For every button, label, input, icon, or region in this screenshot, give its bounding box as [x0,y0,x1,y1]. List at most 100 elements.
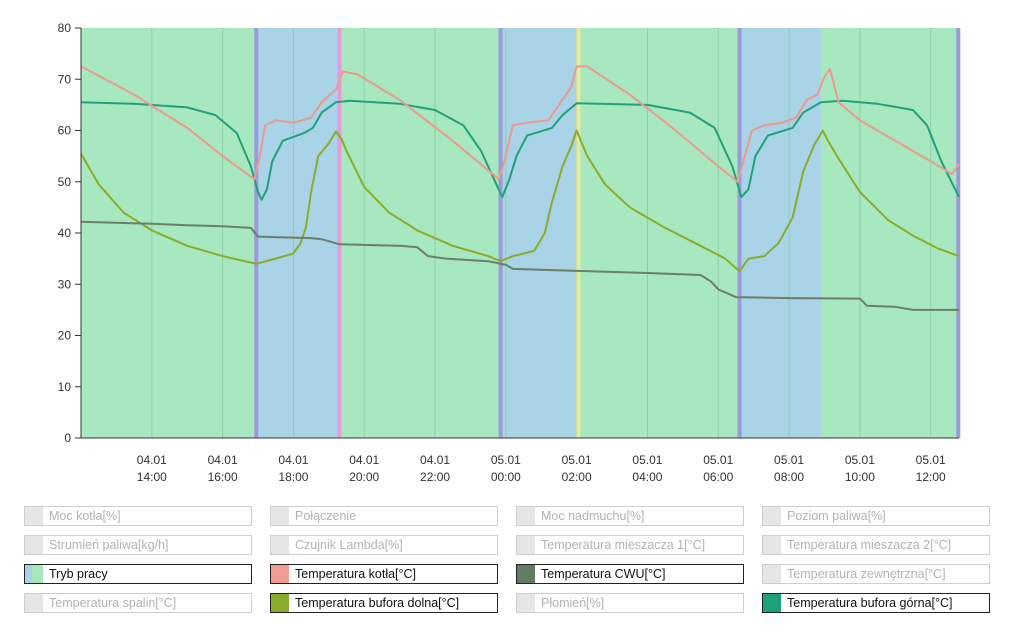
series-line [80,220,959,311]
legend-item[interactable]: Temperatura zewnętrzna[°C] [762,564,990,584]
x-tick-date: 04.01 [278,453,308,467]
series-line [80,129,960,273]
legend-label: Poziom paliwa[%] [787,509,886,523]
series-line [80,99,960,201]
legend-item[interactable]: Poziom paliwa[%] [762,506,990,526]
legend-label: Strumień paliwa[kg/h] [49,538,169,552]
legend-label: Połączenie [295,509,357,523]
legend-item[interactable]: Temperatura CWU[°C] [516,564,744,584]
y-tick-label: 80 [58,21,72,35]
legend-swatch [763,594,781,612]
x-tick-date: 05.01 [632,453,662,467]
legend-swatch [763,507,781,525]
legend: Moc kotła[%] Połączenie Moc nadmuchu[%] Poz… [24,506,1004,622]
legend-item[interactable]: Temperatura mieszacza 1[°C] [516,535,744,555]
x-tick-date: 04.01 [137,453,167,467]
x-tick-date: 05.01 [562,453,592,467]
y-tick-label: 70 [58,72,72,86]
y-tick-label: 50 [58,175,72,189]
mode-change-marker [576,28,581,438]
x-tick-labels: 04.01 14:00 04.01 16:00 04.01 18:00 04.01 20:00… [137,453,946,484]
legend-row: Tryb pracy Temperatura kotła[°C] Temperatu… [24,564,1004,584]
x-tick-date: 04.01 [208,453,238,467]
x-tick-time: 08:00 [774,470,804,484]
legend-item[interactable]: Płomień[%] [516,593,744,613]
legend-swatch [271,594,289,612]
x-tick-time: 22:00 [420,470,450,484]
y-tick-label: 10 [58,380,72,394]
legend-item[interactable]: Moc kotła[%] [24,506,252,526]
x-tick-time: 18:00 [278,470,308,484]
x-tick-date: 04.01 [420,453,450,467]
x-tick-time: 06:00 [703,470,733,484]
legend-row: Moc kotła[%] Połączenie Moc nadmuchu[%] Poz… [24,506,1004,526]
x-tick-time: 02:00 [562,470,592,484]
legend-label: Moc nadmuchu[%] [541,509,645,523]
series-line [80,65,960,183]
legend-label: Płomień[%] [541,596,605,610]
legend-swatch [25,565,43,583]
legend-item[interactable]: Temperatura kotła[°C] [270,564,498,584]
y-tick-label: 60 [58,124,72,138]
x-tick-date: 05.01 [845,453,875,467]
series-lines [80,65,960,311]
legend-swatch [271,565,289,583]
mode-change-marker [737,28,742,438]
mode-change-marker [498,28,503,438]
x-tick-date: 05.01 [774,453,804,467]
legend-item[interactable]: Czujnik Lambda[%] [270,535,498,555]
y-tick-label: 0 [64,431,71,445]
legend-swatch [25,536,43,554]
legend-label: Moc kotła[%] [49,509,121,523]
mode-bands [81,28,959,438]
legend-label: Temperatura bufora górna[°C] [787,596,953,610]
legend-item[interactable]: Strumień paliwa[kg/h] [24,535,252,555]
mode-band-green [820,28,959,438]
y-tick-label: 40 [58,226,72,240]
mode-band-blue [739,28,821,438]
mode-band-blue [256,28,340,438]
legend-swatch [517,565,535,583]
legend-label: Temperatura bufora dolna[°C] [295,596,460,610]
legend-swatch [271,536,289,554]
legend-item[interactable]: Temperatura spalin[°C] [24,593,252,613]
legend-item[interactable]: Tryb pracy [24,564,252,584]
legend-row: Temperatura spalin[°C] Temperatura bufora… [24,593,1004,613]
legend-swatch [25,594,43,612]
legend-item[interactable]: Temperatura bufora górna[°C] [762,593,990,613]
y-tick-labels: 0 10 20 30 40 50 60 70 80 [58,21,81,445]
legend-item[interactable]: Temperatura mieszacza 2[°C] [762,535,990,555]
legend-item[interactable]: Moc nadmuchu[%] [516,506,744,526]
x-tick-time: 04:00 [632,470,662,484]
x-tick-time: 14:00 [137,470,167,484]
legend-label: Temperatura CWU[°C] [541,567,666,581]
mode-band-green [578,28,740,438]
y-tick-label: 20 [58,329,72,343]
x-tick-date: 04.01 [349,453,379,467]
legend-label: Temperatura mieszacza 1[°C] [541,538,706,552]
x-tick-time: 10:00 [845,470,875,484]
legend-swatch [271,507,289,525]
x-tick-time: 20:00 [349,470,379,484]
legend-row: Strumień paliwa[kg/h] Czujnik Lambda[%] Te… [24,535,1004,555]
legend-label: Temperatura kotła[°C] [295,567,417,581]
legend-swatch [517,507,535,525]
x-tick-date: 05.01 [703,453,733,467]
legend-swatch [25,507,43,525]
legend-label: Temperatura zewnętrzna[°C] [787,567,946,581]
legend-item[interactable]: Połączenie [270,506,498,526]
mode-band-green [81,28,257,438]
mode-band-green [339,28,501,438]
x-tick-date: 05.01 [491,453,521,467]
legend-swatch [517,536,535,554]
legend-item[interactable]: Temperatura bufora dolna[°C] [270,593,498,613]
x-tick-time: 00:00 [491,470,521,484]
legend-label: Temperatura mieszacza 2[°C] [787,538,952,552]
mode-band-blue [500,28,579,438]
legend-swatch [763,565,781,583]
mode-change-marker [956,28,961,438]
x-tick-time: 16:00 [208,470,238,484]
legend-label: Czujnik Lambda[%] [295,538,403,552]
legend-swatch [517,594,535,612]
